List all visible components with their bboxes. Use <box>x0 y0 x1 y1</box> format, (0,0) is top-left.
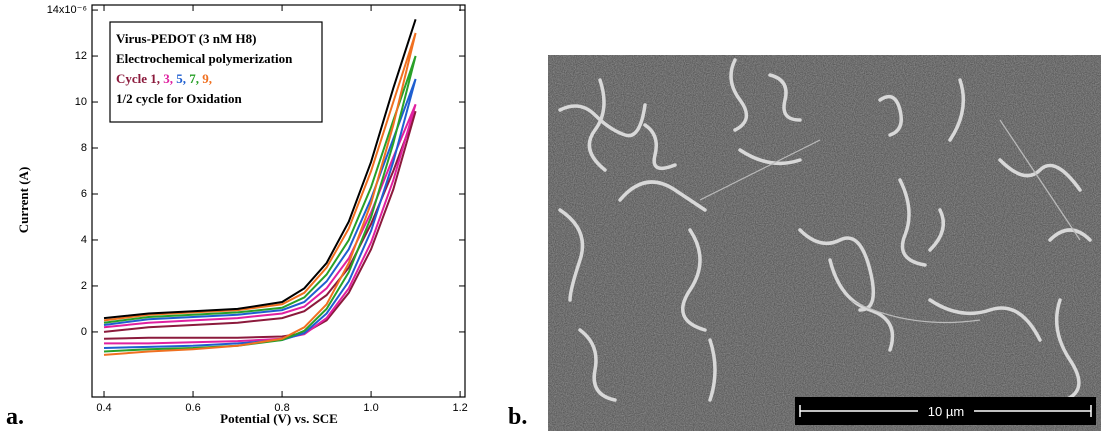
legend-entry: 3, <box>163 71 173 86</box>
y-tick-label: 8 <box>81 142 87 154</box>
sem-image <box>548 55 1101 431</box>
legend-entry: Cycle <box>116 71 147 86</box>
x-tick-label: 0.4 <box>96 402 111 414</box>
panel-label: b. <box>508 404 527 430</box>
y-tick-label: 14x10⁻⁶ <box>47 4 87 16</box>
y-tick-label: 12 <box>75 50 87 62</box>
y-tick-label: 2 <box>81 280 87 292</box>
series-line <box>103 103 417 345</box>
legend-entry: 5, <box>176 71 186 86</box>
x-tick-label: 0.8 <box>274 402 289 414</box>
legend-entry: 1/2 cycle for Oxidation <box>116 91 243 106</box>
y-tick-label: 4 <box>81 234 87 246</box>
y-axis-title: Current (A) <box>16 167 31 234</box>
x-tick-label: 1.2 <box>452 402 467 414</box>
annotation: Virus-PEDOT (3 nM H8) <box>116 31 256 46</box>
panel-label: a. <box>6 404 24 430</box>
fibers <box>558 58 1092 402</box>
y-tick-label: 0 <box>81 326 87 338</box>
scale-bar-label: 10 µm <box>928 404 964 419</box>
series-line <box>103 110 417 340</box>
plot-frame <box>91 4 466 398</box>
thin-fibers <box>699 119 1081 324</box>
legend-box <box>109 21 323 123</box>
scale-label-bg <box>918 402 974 420</box>
legend-entry: 1/2 cycle for Oxidation <box>116 91 243 106</box>
y-tick-label: 10 <box>75 96 87 108</box>
legend-entry: 7, <box>189 71 199 86</box>
x-tick-label: 0.6 <box>185 402 200 414</box>
annotation: Electrochemical polymerization <box>116 51 293 66</box>
legend-entry: 1, <box>150 71 160 86</box>
x-tick-label: 1.0 <box>363 402 378 414</box>
legend-entry: 9, <box>202 71 212 86</box>
series-line <box>103 78 417 349</box>
y-tick-label: 6 <box>81 188 87 200</box>
series-line <box>103 32 417 356</box>
x-axis-title: Potential (V) vs. SCE <box>220 411 338 426</box>
legend-line: Cycle 1, 3, 5, 7, 9, <box>116 71 212 86</box>
series-line <box>103 18 417 320</box>
